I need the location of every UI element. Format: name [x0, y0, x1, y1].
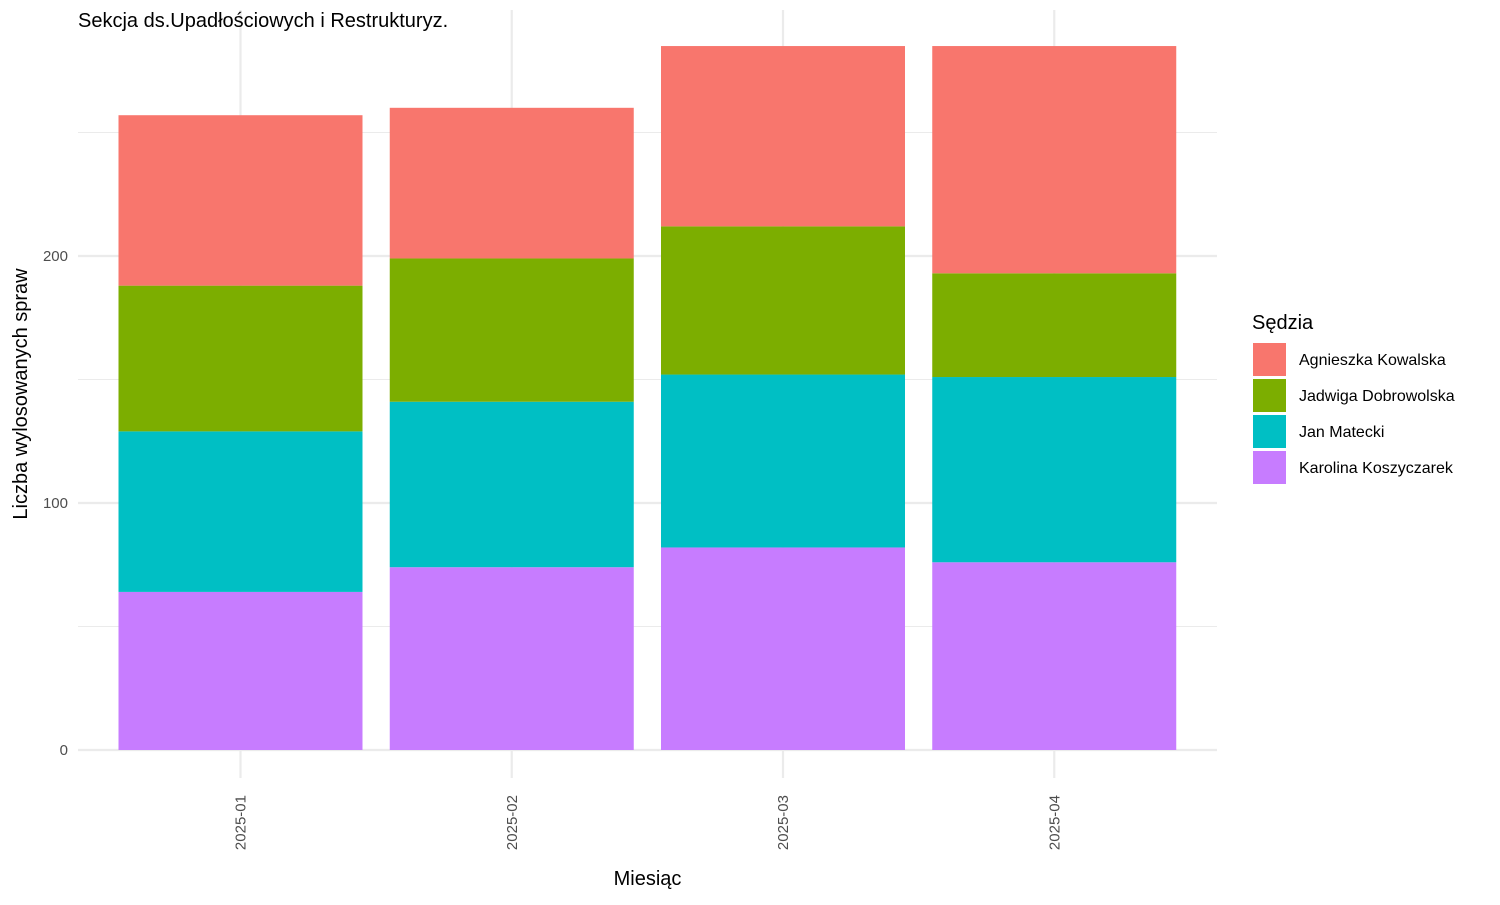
- bar-segment: [661, 374, 905, 548]
- bar-segment: [389, 107, 634, 259]
- legend-label: Jan Matecki: [1299, 424, 1384, 441]
- bar-segment: [932, 273, 1177, 378]
- y-tick-label: 100: [43, 495, 68, 512]
- bar-segment: [932, 562, 1177, 750]
- legend-swatch: [1253, 451, 1286, 484]
- legend-items: Agnieszka Kowalska Jadwiga Dobrowolska Jan…: [1253, 343, 1455, 484]
- chart-title: Sekcja ds.Upadłościowych i Restrukturyz.: [78, 10, 448, 32]
- x-tick-label: 2025-01: [233, 795, 250, 850]
- legend-label: Jadwiga Dobrowolska: [1299, 388, 1455, 405]
- legend-swatch: [1253, 379, 1286, 412]
- x-tick-label: 2025-03: [775, 795, 792, 850]
- bar-segment: [661, 547, 905, 750]
- bar-segment: [389, 567, 634, 750]
- legend-swatch: [1253, 343, 1286, 376]
- bar-segment: [118, 285, 363, 432]
- legend-label: Karolina Koszyczarek: [1299, 460, 1454, 477]
- axis-layer: 0 100 200 2025-01 2025-02 2025-03 2025-04: [43, 248, 1063, 850]
- bars-layer: [118, 46, 1177, 750]
- legend-label: Agnieszka Kowalska: [1299, 352, 1446, 369]
- bar-segment: [661, 226, 905, 375]
- y-axis-title: Liczba wylosowanych spraw: [10, 268, 32, 520]
- legend-swatch: [1253, 415, 1286, 448]
- bar-segment: [389, 401, 634, 568]
- bar-segment: [118, 115, 363, 286]
- legend: Sędzia Agnieszka Kowalska Jadwiga Dobrowo…: [1252, 312, 1455, 484]
- legend-title: Sędzia: [1252, 312, 1314, 334]
- bar-segment: [389, 258, 634, 402]
- x-tick-label: 2025-04: [1046, 795, 1063, 850]
- bar-segment: [661, 46, 905, 227]
- y-tick-label: 0: [60, 742, 68, 759]
- x-tick-label: 2025-02: [504, 795, 521, 850]
- bar-segment: [932, 377, 1177, 563]
- bar-segment: [932, 46, 1177, 274]
- bar-segment: [118, 591, 363, 750]
- y-tick-label: 200: [43, 248, 68, 265]
- bar-segment: [118, 431, 363, 592]
- x-axis-title: Miesiąc: [614, 868, 682, 890]
